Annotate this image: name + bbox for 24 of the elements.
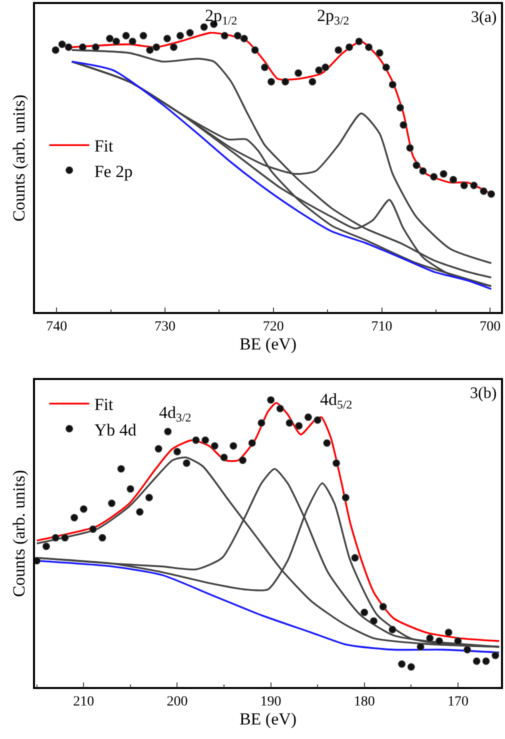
x-tick-label: 730 <box>154 320 176 335</box>
x-tick-label: 170 <box>447 694 468 710</box>
annotation: 2p$_{3/2}$ <box>317 6 350 28</box>
legend-label: Fe 2p <box>94 162 133 181</box>
x-tick-label: 190 <box>260 694 282 710</box>
x-tick-label: 720 <box>262 320 284 335</box>
annotation: 4d$_{3/2}$ <box>159 403 192 425</box>
x-tick-label: 210 <box>73 694 94 710</box>
x-tick-label: 180 <box>354 694 375 710</box>
annotation: 3(a) <box>471 9 497 26</box>
x-tick-label: 700 <box>480 320 501 335</box>
x-tick-label: 710 <box>371 320 392 335</box>
annotation: 2p$_{1/2}$ <box>205 6 238 28</box>
legend-label: Fit <box>94 136 114 156</box>
annotation: 3(b) <box>470 385 497 402</box>
y-axis-title: Counts (arb. units) <box>9 470 28 597</box>
legend-label: Fit <box>94 395 114 414</box>
legend-label: Yb 4d <box>94 420 137 440</box>
y-axis-title: Counts (arb. units) <box>9 94 28 222</box>
x-axis-title: BE (eV) <box>239 334 297 354</box>
x-tick-label: 200 <box>166 694 188 710</box>
x-axis-title: BE (eV) <box>239 710 297 729</box>
x-tick-label: 740 <box>46 320 68 335</box>
annotation: 4d$_{5/2}$ <box>320 390 352 412</box>
